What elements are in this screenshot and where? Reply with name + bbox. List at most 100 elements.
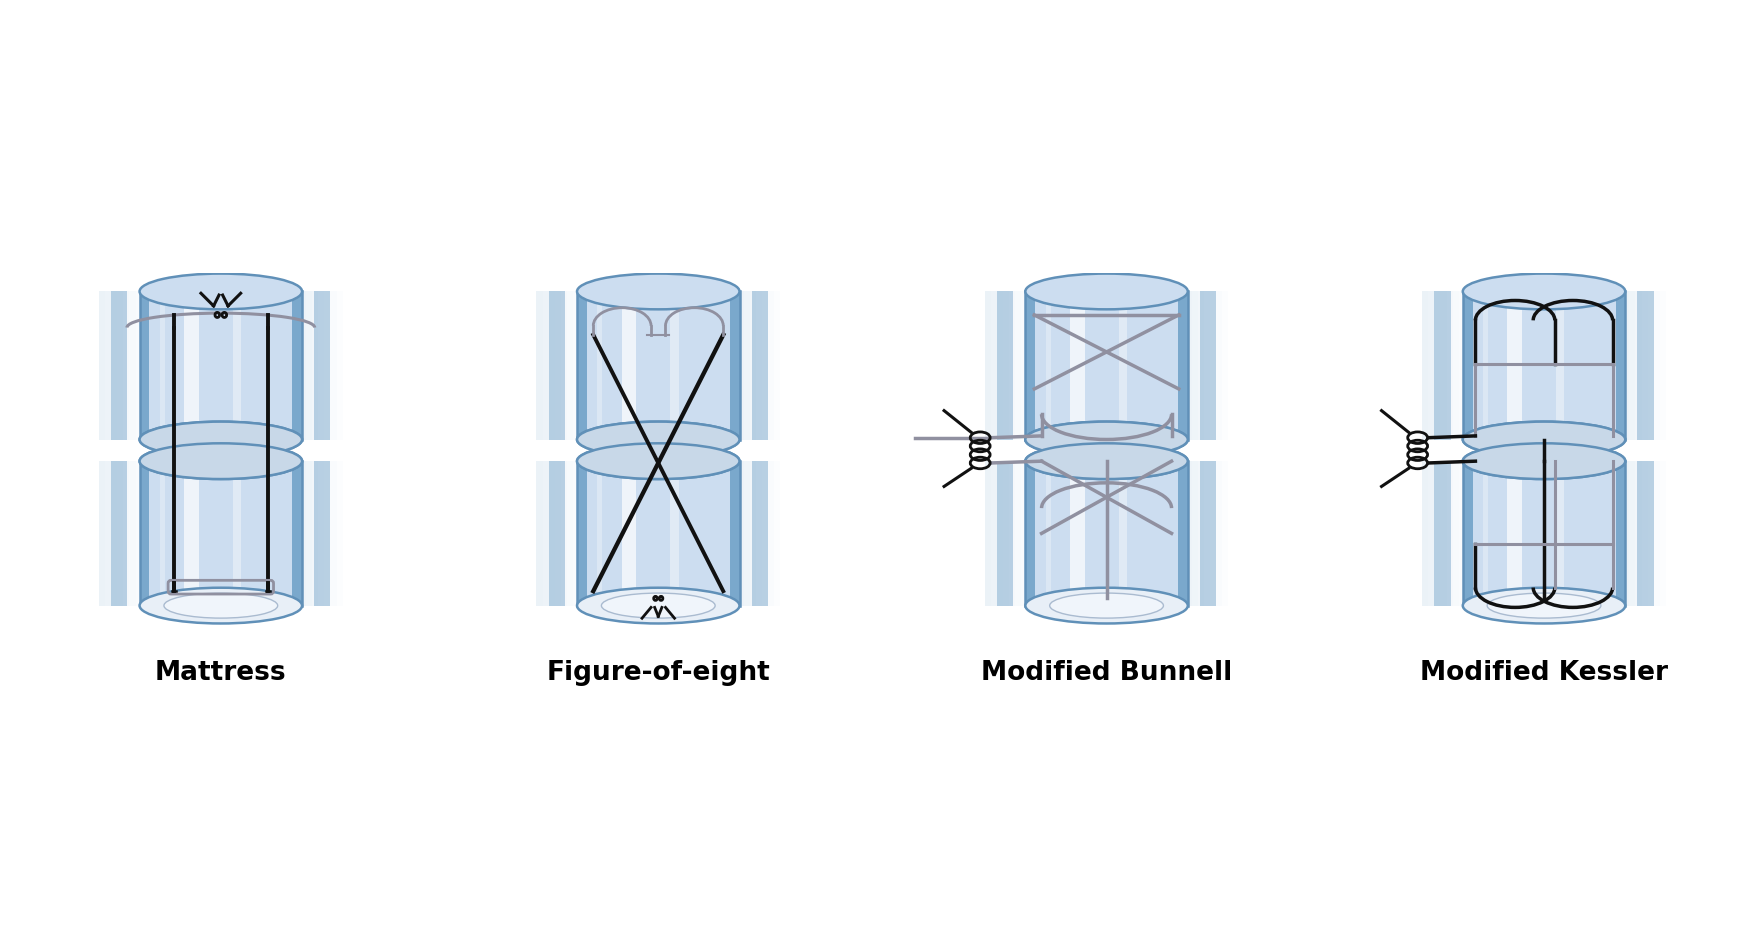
Bar: [1459, 462, 1465, 606]
Bar: [1440, 292, 1447, 440]
Bar: [123, 292, 130, 440]
Bar: [160, 462, 165, 606]
Bar: [579, 292, 586, 440]
Bar: [1459, 292, 1465, 440]
Bar: [1638, 292, 1654, 440]
Bar: [1507, 292, 1522, 440]
Bar: [1028, 292, 1033, 440]
Bar: [542, 462, 549, 606]
Ellipse shape: [577, 422, 740, 458]
Ellipse shape: [140, 444, 302, 479]
Bar: [984, 462, 991, 606]
Bar: [1021, 462, 1028, 606]
Bar: [549, 292, 565, 440]
Bar: [984, 292, 991, 440]
Bar: [567, 462, 574, 606]
Bar: [1210, 292, 1216, 440]
Bar: [1435, 462, 1440, 606]
Bar: [744, 292, 749, 440]
Bar: [1422, 292, 1428, 440]
Bar: [774, 462, 781, 606]
Bar: [1435, 462, 1451, 606]
Bar: [752, 462, 768, 606]
Bar: [111, 292, 128, 440]
Bar: [774, 292, 781, 440]
Bar: [1003, 292, 1009, 440]
Bar: [142, 292, 147, 440]
Ellipse shape: [577, 444, 740, 479]
Ellipse shape: [1463, 588, 1626, 623]
Bar: [744, 462, 749, 606]
Bar: [1035, 292, 1179, 440]
Bar: [537, 292, 542, 440]
Ellipse shape: [577, 444, 740, 479]
Bar: [312, 462, 317, 606]
Bar: [1422, 462, 1428, 606]
Bar: [996, 292, 1003, 440]
Bar: [307, 292, 312, 440]
Bar: [1447, 462, 1452, 606]
Bar: [761, 462, 768, 606]
Bar: [1465, 462, 1472, 606]
Bar: [1647, 462, 1654, 606]
Bar: [295, 462, 300, 606]
Bar: [1179, 462, 1187, 606]
Bar: [123, 462, 130, 606]
Bar: [118, 462, 123, 606]
Bar: [1556, 292, 1565, 440]
Bar: [670, 292, 679, 440]
Bar: [1615, 462, 1626, 606]
Ellipse shape: [1026, 444, 1187, 479]
Bar: [1507, 462, 1522, 606]
Bar: [730, 462, 740, 606]
Bar: [1440, 462, 1447, 606]
Bar: [991, 462, 996, 606]
Bar: [1216, 462, 1223, 606]
Bar: [1659, 292, 1666, 440]
Ellipse shape: [1026, 422, 1187, 458]
Bar: [1465, 292, 1472, 440]
Bar: [111, 462, 118, 606]
Bar: [756, 462, 761, 606]
Bar: [549, 292, 554, 440]
Bar: [1428, 462, 1435, 606]
Bar: [330, 292, 337, 440]
Ellipse shape: [1463, 422, 1626, 458]
Bar: [588, 462, 730, 606]
Bar: [314, 292, 330, 440]
Bar: [1463, 292, 1626, 440]
Ellipse shape: [1487, 593, 1601, 618]
Bar: [1638, 462, 1654, 606]
Bar: [1198, 292, 1203, 440]
Bar: [1635, 292, 1642, 440]
Bar: [1021, 292, 1028, 440]
Bar: [1435, 292, 1451, 440]
Bar: [293, 462, 302, 606]
Bar: [996, 292, 1014, 440]
Text: Mattress: Mattress: [154, 660, 286, 685]
Bar: [1045, 462, 1051, 606]
Bar: [149, 292, 293, 440]
Bar: [996, 462, 1014, 606]
Bar: [140, 292, 302, 440]
Bar: [1203, 462, 1210, 606]
Bar: [295, 292, 300, 440]
Bar: [1629, 292, 1635, 440]
Ellipse shape: [1463, 274, 1626, 310]
Bar: [1647, 292, 1654, 440]
Bar: [1003, 462, 1009, 606]
Bar: [1463, 462, 1626, 606]
Bar: [1629, 462, 1635, 606]
Bar: [324, 292, 330, 440]
Bar: [768, 292, 774, 440]
Bar: [554, 462, 561, 606]
Bar: [1186, 462, 1193, 606]
Bar: [98, 292, 105, 440]
Bar: [184, 462, 198, 606]
Bar: [1119, 292, 1126, 440]
Bar: [1473, 292, 1615, 440]
Bar: [337, 462, 342, 606]
Ellipse shape: [163, 593, 277, 618]
Bar: [670, 462, 679, 606]
Bar: [1463, 292, 1473, 440]
